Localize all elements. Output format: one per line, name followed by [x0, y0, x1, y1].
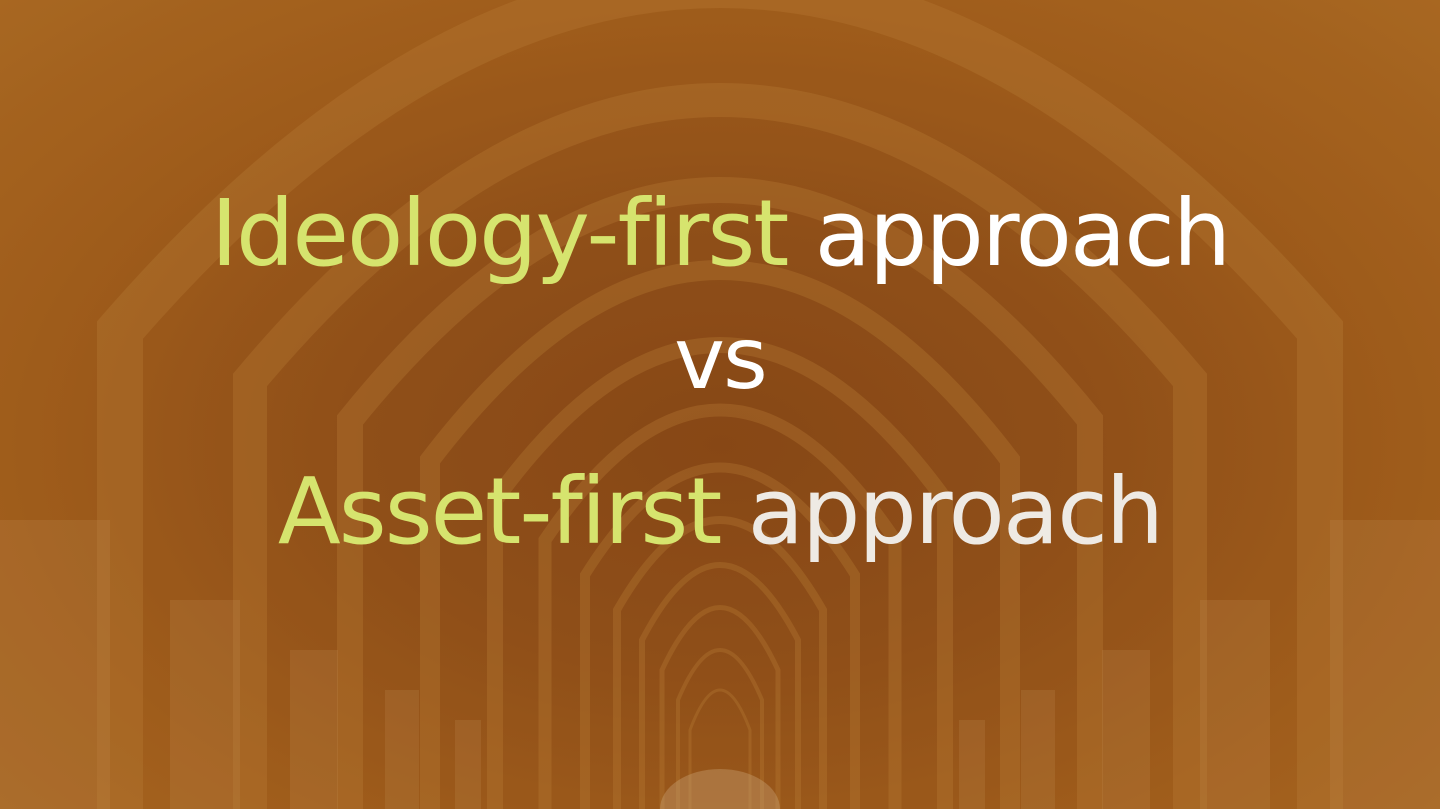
vs-text: vs: [674, 309, 768, 409]
ideology-first-text: Ideology-first: [210, 180, 789, 287]
headline: Ideology-first approach vs Asset-first a…: [0, 188, 1440, 586]
headline-line-1: Ideology-first approach: [0, 188, 1440, 308]
headline-line-3: Asset-first approach: [0, 466, 1440, 586]
approach-text-2: approach: [747, 458, 1165, 565]
asset-first-text: Asset-first: [277, 458, 722, 565]
approach-text-1: approach: [814, 180, 1232, 287]
